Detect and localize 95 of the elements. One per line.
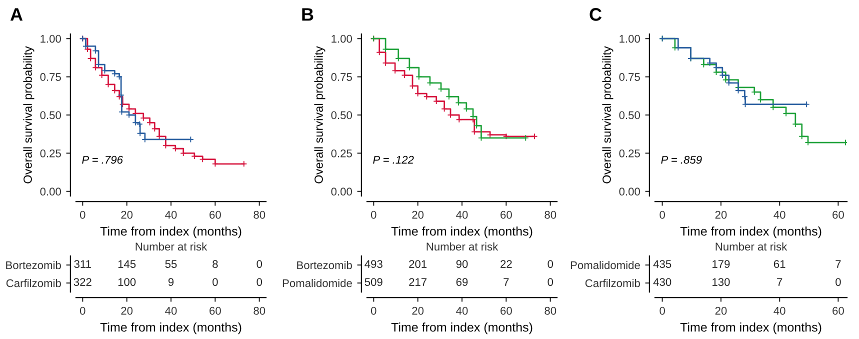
y-tick-label: 0.50 — [331, 111, 352, 120]
data-label: 435 — [653, 260, 672, 268]
y-tick-label: Carfilzomib — [6, 278, 61, 288]
chart-title: Number at risk — [716, 242, 788, 251]
y-axis-title: Overall survival probability — [314, 46, 326, 184]
y-tick-label: 0.75 — [40, 73, 61, 81]
data-label: 100 — [118, 278, 136, 286]
data-label: 0 — [548, 260, 554, 268]
data-label: 145 — [118, 260, 136, 268]
y-tick-label: Bortezomib — [297, 260, 352, 270]
y-tick-label: 0.50 — [619, 111, 640, 120]
annotation: P = .796 — [82, 156, 123, 164]
data-label: 7 — [504, 278, 509, 286]
y-tick-label: 0.00 — [619, 188, 640, 196]
y-tick-label: Pomalidomide — [282, 278, 352, 288]
x-axis-title: Time from index (months) — [100, 226, 242, 238]
y-axis-title: Overall survival probability — [602, 46, 614, 184]
x-tick-label: 60 — [832, 306, 844, 315]
x-tick-label: 60 — [832, 210, 844, 219]
y-tick-label: 0.00 — [331, 188, 352, 196]
x-tick-label: 0 — [660, 210, 665, 219]
y-tick-label: Bortezomib — [6, 260, 61, 270]
x-tick-label: 80 — [254, 306, 266, 315]
y-tick-label: Carfilzomib — [585, 278, 640, 288]
x-axis-title: Time from index (months) — [391, 226, 532, 238]
data-label: 0 — [548, 278, 554, 286]
x-tick-label: 60 — [210, 306, 221, 315]
y-tick-label: 0.00 — [40, 188, 61, 196]
x-tick-label: 0 — [660, 306, 665, 315]
y-tick-label: 1.00 — [332, 34, 352, 43]
data-label: 130 — [712, 278, 730, 286]
y-tick-label: 0.25 — [331, 149, 352, 158]
x-tick-label: 40 — [165, 210, 177, 219]
data-label: 7 — [836, 260, 841, 268]
x-tick-label: 20 — [121, 210, 133, 219]
data-label: 0 — [256, 260, 262, 268]
x-axis-title: Time from index (months) — [680, 226, 822, 238]
y-tick-label: 1.00 — [620, 34, 640, 43]
data-label: 9 — [168, 278, 174, 286]
x-tick-label: 0 — [370, 210, 376, 219]
y-axis-title: Overall survival probability — [23, 46, 34, 184]
x-axis-title: Time from index (months) — [100, 322, 242, 334]
data-label: 430 — [653, 278, 672, 286]
data-label: 217 — [409, 278, 427, 286]
chart-title: Number at risk — [136, 242, 208, 251]
data-label: 201 — [409, 260, 427, 268]
chart-title: C — [590, 8, 602, 21]
data-label: 90 — [456, 260, 468, 268]
y-tick-label: 0.75 — [331, 73, 352, 81]
data-label: 61 — [774, 260, 786, 268]
x-tick-label: 20 — [412, 306, 424, 315]
x-tick-label: 40 — [774, 210, 786, 219]
x-tick-label: 20 — [121, 306, 133, 315]
x-tick-label: 60 — [500, 210, 512, 219]
x-tick-label: 20 — [412, 210, 424, 219]
x-tick-label: 0 — [80, 210, 86, 219]
x-tick-label: 20 — [715, 210, 727, 219]
data-label: 493 — [364, 260, 382, 268]
data-label: 0 — [836, 278, 841, 286]
x-tick-label: 60 — [210, 210, 221, 219]
x-tick-label: 40 — [774, 306, 786, 315]
x-tick-label: 0 — [370, 306, 376, 315]
y-tick-label: 0.75 — [619, 73, 640, 81]
x-tick-label: 40 — [456, 306, 468, 315]
data-label: 69 — [456, 278, 468, 286]
x-axis-title: Time from index (months) — [680, 322, 822, 334]
chart-title: A — [10, 8, 23, 21]
x-tick-label: 60 — [500, 306, 512, 315]
y-tick-label: 0.50 — [40, 111, 61, 120]
y-tick-label: 1.00 — [40, 34, 61, 43]
x-tick-label: 80 — [544, 306, 556, 315]
data-label: 179 — [712, 260, 730, 268]
x-tick-label: 80 — [544, 210, 556, 219]
data-label: 509 — [364, 278, 382, 286]
y-tick-label: 0.25 — [40, 149, 61, 158]
x-tick-label: 40 — [165, 306, 177, 315]
data-label: 8 — [212, 260, 218, 268]
x-tick-label: 40 — [456, 210, 468, 219]
data-label: 0 — [212, 278, 218, 286]
data-label: 322 — [74, 278, 92, 286]
x-tick-label: 20 — [715, 306, 727, 315]
data-label: 7 — [777, 278, 782, 286]
y-tick-label: Pomalidomide — [570, 260, 640, 270]
x-axis-title: Time from index (months) — [391, 322, 532, 334]
x-tick-label: 80 — [254, 210, 266, 219]
data-label: 22 — [500, 260, 512, 268]
data-label: 55 — [165, 260, 177, 268]
chart-title: B — [302, 8, 314, 21]
data-label: 311 — [74, 260, 91, 268]
data-label: 0 — [256, 278, 262, 286]
annotation: P = .122 — [373, 156, 414, 164]
y-tick-label: 0.25 — [619, 149, 640, 158]
chart-title: Number at risk — [426, 242, 498, 251]
x-tick-label: 0 — [80, 306, 86, 315]
annotation: P = .859 — [661, 156, 702, 164]
